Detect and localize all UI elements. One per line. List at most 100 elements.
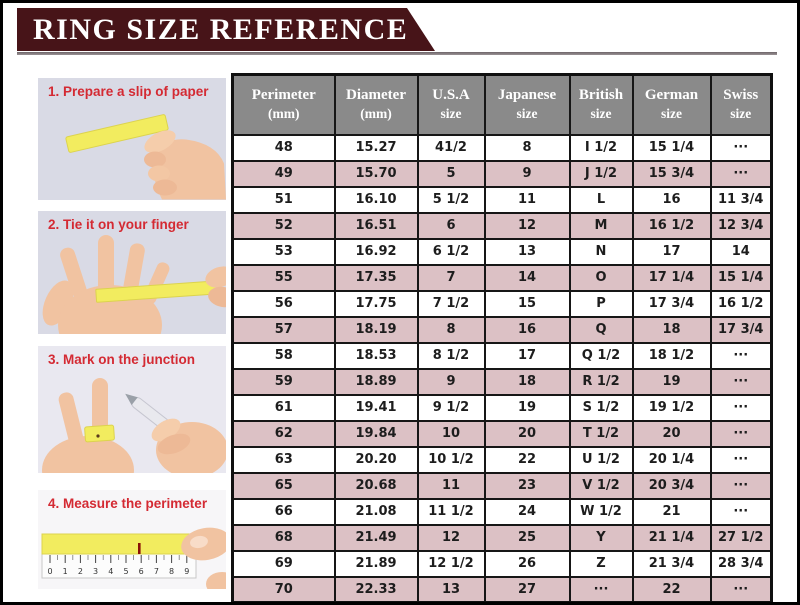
table-cell: 56 [231,289,336,318]
table-cell: 18 [483,367,571,396]
table-cell: O [568,263,634,292]
table-cell: 21.49 [333,523,419,552]
table-cell: 51 [231,185,336,214]
open-hand-icon [42,235,170,334]
table-cell: 14 [709,237,773,266]
step-2-label: 2. Tie it on your finger [48,217,189,232]
table-cell: 53 [231,237,336,266]
table-row: 49 15.70 5 9 J 1/2 15 3/4 ··· [231,159,773,188]
table-cell: 15 [483,289,571,318]
table-cell: 8 1/2 [416,341,486,370]
table-cell: ··· [709,393,773,422]
table-cell: 11 1/2 [416,497,486,526]
table-row: 48 15.27 41/2 8 I 1/2 15 1/4 ··· [231,133,773,162]
table-cell: 18.89 [333,367,419,396]
svg-text:9: 9 [184,567,189,576]
table-cell: ··· [709,367,773,396]
table-cell: V 1/2 [568,471,634,500]
table-cell: 15.70 [333,159,419,188]
column-header: British size [568,73,634,136]
table-cell: Q [568,315,634,344]
title-banner: RING SIZE REFERENCE [17,8,435,51]
table-cell: 12 [416,523,486,552]
page-title: RING SIZE REFERENCE [33,12,409,46]
table-cell: 28 3/4 [709,549,773,578]
table-cell: 20 [631,419,712,448]
table-cell: 21 [631,497,712,526]
table-cell: 16 1/2 [631,211,712,240]
table-row: 57 18.19 8 16 Q 18 17 3/4 [231,315,773,344]
table-cell: 9 [483,159,571,188]
table-cell: R 1/2 [568,367,634,396]
hand-icon [144,130,226,200]
two-fingers-icon [42,378,134,473]
step-2-illustration [42,235,226,334]
step-1-illustration [65,114,226,200]
table-cell: 11 [483,185,571,214]
pen-mark [138,543,141,554]
table-cell: 61 [231,393,336,422]
table-cell: 11 3/4 [709,185,773,214]
table-cell: 16.10 [333,185,419,214]
table-cell: 20.68 [333,471,419,500]
table-cell: 18.19 [333,315,419,344]
table-cell: ··· [709,575,773,602]
table-cell: 6 1/2 [416,237,486,266]
table-cell: J 1/2 [568,159,634,188]
table-cell: ··· [568,575,634,602]
table-cell: P [568,289,634,318]
table-cell: 59 [231,367,336,396]
step-1-block: 1. Prepare a slip of paper [38,78,226,200]
svg-text:6: 6 [139,567,144,576]
table-cell: N [568,237,634,266]
table-row: 68 21.49 12 25 Y 21 1/4 27 1/2 [231,523,773,552]
table-cell: 41/2 [416,133,486,162]
table-cell: 18.53 [333,341,419,370]
table-body: 48 15.27 41/2 8 I 1/2 15 1/4 ··· 49 15.70 5 9 J 1/2… [231,133,773,602]
table-cell: T 1/2 [568,419,634,448]
step-4-block: 4. Measure the perimeter 0 1 2 3 4 5 6 7… [38,490,226,589]
table-cell: 5 [416,159,486,188]
table-row: 69 21.89 12 1/2 26 Z 21 3/4 28 3/4 [231,549,773,578]
table-cell: ··· [709,133,773,162]
table-cell: 23 [483,471,571,500]
svg-text:3: 3 [93,567,98,576]
table-cell: 62 [231,419,336,448]
table-cell: 17.75 [333,289,419,318]
table-cell: 16.51 [333,211,419,240]
table-row: 61 19.41 9 1/2 19 S 1/2 19 1/2 ··· [231,393,773,422]
table-row: 52 16.51 6 12 M 16 1/2 12 3/4 [231,211,773,240]
table-cell: 16 1/2 [709,289,773,318]
table-cell: 6 [416,211,486,240]
table-row: 66 21.08 11 1/2 24 W 1/2 21 ··· [231,497,773,526]
step-3-illustration [42,378,226,473]
table-cell: L [568,185,634,214]
ring-size-table: Perimeter (mm) Diameter (mm) U.S.A size Japane… [231,73,773,602]
table-cell: 63 [231,445,336,474]
table-row: 56 17.75 7 1/2 15 P 17 3/4 16 1/2 [231,289,773,318]
table-cell: Z [568,549,634,578]
table-cell: 68 [231,523,336,552]
step-1-label: 1. Prepare a slip of paper [48,84,209,99]
table-cell: 65 [231,471,336,500]
table-cell: 14 [483,263,571,292]
table-cell: 16.92 [333,237,419,266]
column-header: Swiss size [709,73,773,136]
table-cell: ··· [709,419,773,448]
table-cell: W 1/2 [568,497,634,526]
table-cell: 19.41 [333,393,419,422]
table-cell: 9 [416,367,486,396]
table-row: 63 20.20 10 1/2 22 U 1/2 20 1/4 ··· [231,445,773,474]
table-cell: ··· [709,159,773,188]
table-cell: 21 3/4 [631,549,712,578]
table-cell: 57 [231,315,336,344]
table-cell: 17 [483,341,571,370]
svg-text:0: 0 [47,567,52,576]
table-cell: 21 1/4 [631,523,712,552]
table-cell: 13 [416,575,486,602]
table-cell: ··· [709,497,773,526]
table-cell: 10 [416,419,486,448]
table-row: 58 18.53 8 1/2 17 Q 1/2 18 1/2 ··· [231,341,773,370]
table-cell: 15 1/4 [631,133,712,162]
column-header: Diameter (mm) [333,73,419,136]
